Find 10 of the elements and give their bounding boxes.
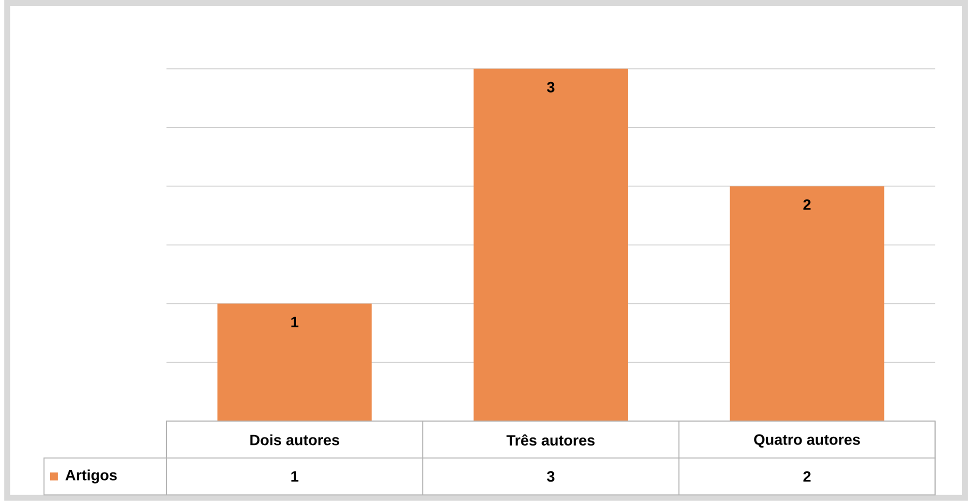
data-label: 1 <box>291 471 298 482</box>
text: 3 <box>546 82 554 93</box>
text: 1 <box>291 316 298 328</box>
text: 2 <box>803 199 811 210</box>
data-label: 3 <box>546 471 554 482</box>
x-tick-label: Quatro autores <box>754 434 860 448</box>
x-tick-label: Três autores <box>506 434 595 446</box>
data-label: 2 <box>803 471 811 482</box>
legend-label: Artigos <box>65 470 117 484</box>
x-tick-label: Dois autores <box>250 434 340 446</box>
